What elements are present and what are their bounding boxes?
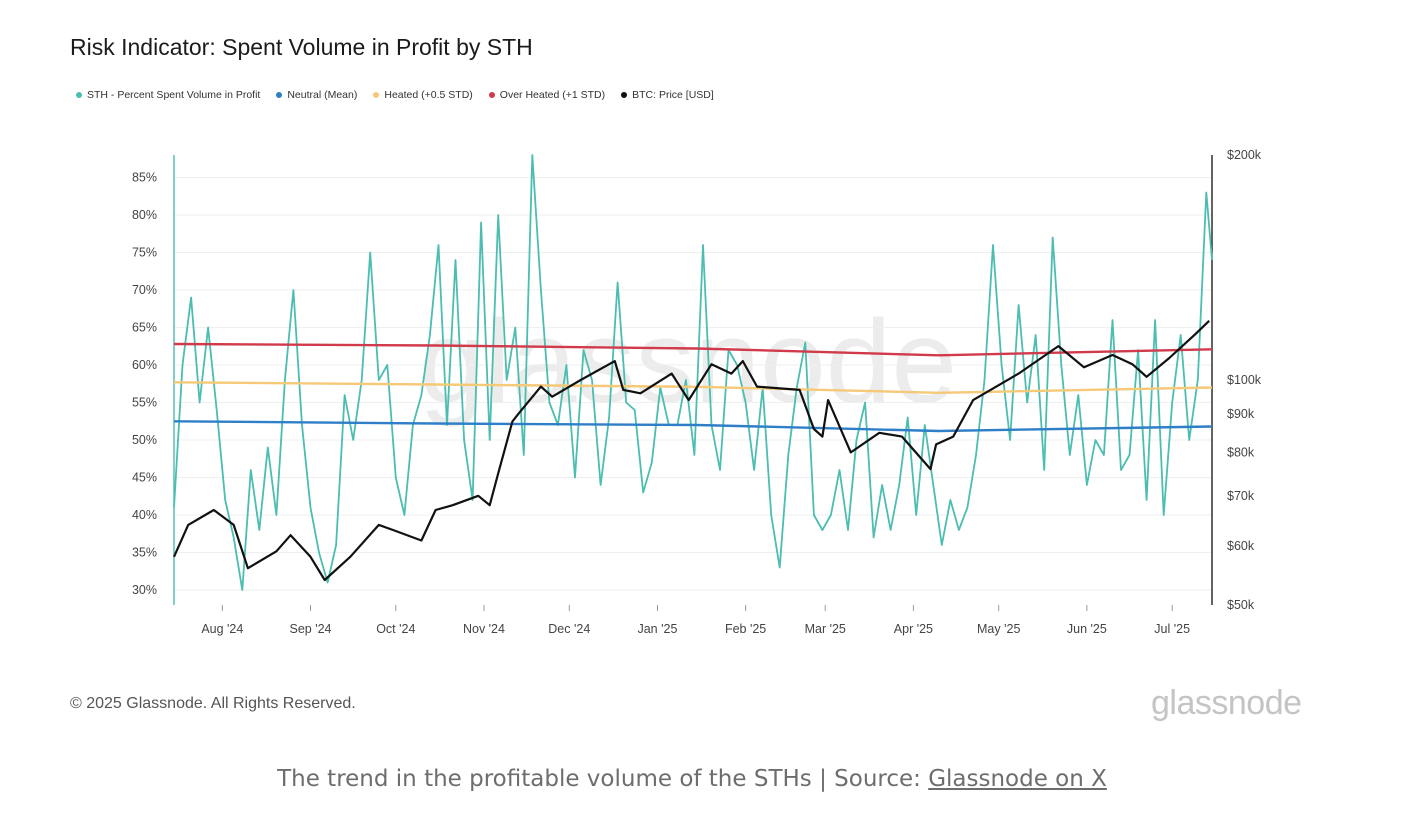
series-line-neutral-mean	[173, 420, 1213, 433]
x-tick-label: Jul '25	[1154, 622, 1190, 636]
chart-plot: glassnode 30% 35% 40% 45% 50% 55% 60% 65% 70% 75%…	[132, 148, 1262, 636]
caption-text: The trend in the profitable volume of th…	[277, 766, 929, 792]
y-tick-label-right: $90k	[1227, 407, 1255, 421]
series-line-sth-percent-spent-volume-in-profit	[173, 154, 1213, 591]
legend-label: Over Heated (+1 STD)	[499, 89, 606, 101]
y-tick-label-right: $70k	[1227, 489, 1255, 503]
y-tick-label-right: $80k	[1227, 445, 1255, 459]
legend-label: Heated (+0.5 STD)	[384, 89, 473, 101]
series-line-btc-price-usd	[172, 320, 1210, 582]
legend-item-neutral[interactable]: Neutral (Mean)	[276, 89, 357, 101]
legend-item-overheated[interactable]: Over Heated (+1 STD)	[488, 89, 606, 101]
x-tick-label: Mar '25	[805, 622, 846, 636]
x-tick-label: Apr '25	[894, 622, 933, 636]
legend: STH - Percent Spent Volume in Profit Neu…	[76, 89, 714, 101]
y-tick-label-left: 80%	[132, 208, 157, 222]
x-tick-label: Oct '24	[376, 622, 415, 636]
x-tick-label: Aug '24	[201, 622, 243, 636]
y-tick-label-right: $50k	[1227, 598, 1255, 612]
y-tick-label-left: 85%	[132, 171, 157, 185]
y-tick-label-left: 60%	[132, 358, 157, 372]
y-tick-label-left: 45%	[132, 471, 157, 485]
series-line-over-heated-1-std	[173, 342, 1213, 357]
legend-swatch	[621, 92, 628, 98]
y-tick-label-left: 70%	[132, 283, 157, 297]
x-tick-label: Sep '24	[289, 622, 331, 636]
legend-label: BTC: Price [USD]	[632, 89, 714, 101]
chart-title: Risk Indicator: Spent Volume in Profit b…	[70, 34, 533, 60]
legend-swatch	[488, 92, 495, 98]
legend-label: STH - Percent Spent Volume in Profit	[87, 89, 261, 101]
legend-item-sth[interactable]: STH - Percent Spent Volume in Profit	[76, 89, 260, 101]
legend-swatch	[373, 92, 380, 98]
y-tick-label-right: $100k	[1227, 373, 1262, 387]
y-tick-label-left: 35%	[132, 546, 157, 560]
y-tick-label-left: 50%	[132, 433, 157, 447]
copyright-notice: © 2025 Glassnode. All Rights Reserved.	[70, 695, 356, 712]
legend-item-btc-price[interactable]: BTC: Price [USD]	[621, 89, 714, 101]
x-tick-label: May '25	[977, 622, 1020, 636]
watermark: glassnode	[419, 296, 957, 428]
y-tick-label-right: $60k	[1227, 539, 1255, 553]
x-tick-label: Dec '24	[548, 622, 590, 636]
y-tick-label-right: $200k	[1227, 148, 1262, 162]
legend-item-heated[interactable]: Heated (+0.5 STD)	[373, 89, 473, 101]
y-tick-label-left: 55%	[132, 396, 157, 410]
glassnode-logo: glassnode	[1151, 684, 1302, 722]
source-link[interactable]: Glassnode on X	[928, 766, 1107, 792]
x-tick-label: Feb '25	[725, 622, 766, 636]
legend-swatch	[76, 92, 82, 98]
y-tick-label-left: 30%	[132, 583, 157, 597]
y-tick-label-left: 40%	[132, 508, 157, 522]
y-tick-label-left: 75%	[132, 246, 157, 260]
x-tick-label: Jun '25	[1067, 622, 1107, 636]
figure-caption: The trend in the profitable volume of th…	[0, 766, 1384, 792]
y-tick-label-left: 65%	[132, 321, 157, 335]
legend-label: Neutral (Mean)	[287, 89, 358, 101]
legend-swatch	[276, 92, 283, 98]
x-tick-label: Jan '25	[637, 622, 677, 636]
x-tick-label: Nov '24	[463, 622, 505, 636]
